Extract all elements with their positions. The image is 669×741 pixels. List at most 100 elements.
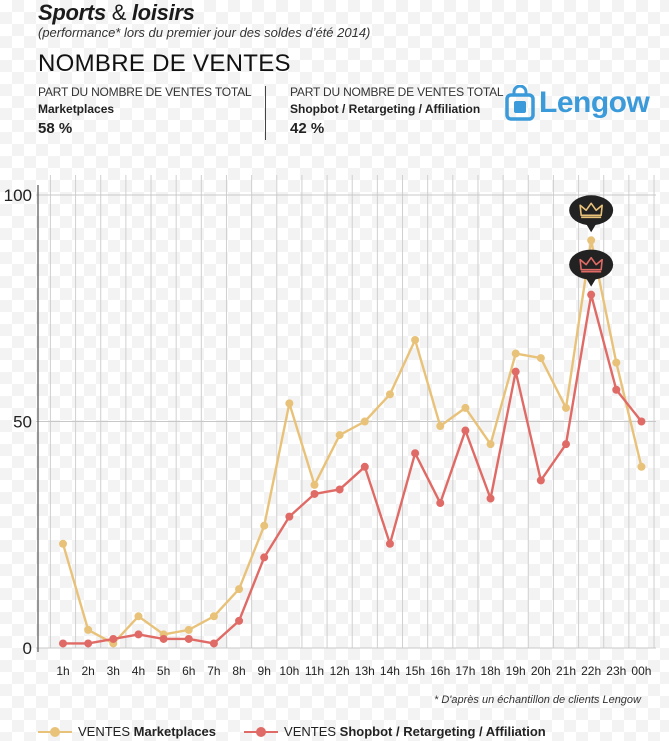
- data-point-0: [486, 440, 495, 449]
- data-point-1: [159, 634, 168, 643]
- data-point-0: [209, 612, 218, 621]
- data-point-0: [461, 403, 470, 412]
- legend-dot-shopbot: [256, 726, 267, 737]
- data-point-1: [109, 634, 118, 643]
- series-line-0: [61, 239, 643, 645]
- x-tick-label: 17h: [455, 664, 475, 678]
- shopping-bag-icon: [505, 85, 535, 121]
- legend-prefix-marketplaces: VENTES: [78, 724, 131, 739]
- subtitle: (performance* lors du premier jour des s…: [38, 25, 371, 40]
- kpi-marketplaces-label: PART DU NOMBRE DE VENTES TOTAL: [38, 85, 252, 99]
- x-tick-label: 1h: [56, 664, 69, 678]
- data-point-1: [511, 367, 520, 376]
- x-tick-label: 2h: [81, 664, 94, 678]
- x-tick-label: 8h: [232, 664, 245, 678]
- data-point-1: [461, 426, 470, 435]
- data-point-1: [235, 616, 244, 625]
- data-point-0: [536, 354, 545, 363]
- data-point-1: [536, 476, 545, 485]
- data-point-0: [612, 358, 621, 367]
- x-tick-label: 4h: [132, 664, 145, 678]
- data-point-1: [285, 512, 294, 521]
- x-tick-label: 9h: [258, 664, 271, 678]
- title-ampersand: &: [111, 0, 127, 25]
- x-tick-label: 12h: [330, 664, 350, 678]
- data-point-0: [285, 399, 294, 408]
- kpi-marketplaces: PART DU NOMBRE DE VENTES TOTAL Marketpla…: [38, 84, 252, 137]
- data-point-1: [310, 489, 319, 498]
- kpi-shopbot-category: Shopbot / Retargeting / Affiliation: [290, 102, 481, 116]
- data-point-0: [184, 625, 193, 634]
- title-main: Sports: [38, 0, 106, 25]
- data-point-1: [612, 385, 621, 394]
- data-point-1: [209, 639, 218, 648]
- x-tick-label: 16h: [430, 664, 450, 678]
- series-line-1: [63, 293, 643, 645]
- data-point-0: [360, 417, 369, 426]
- section-title: NOMBRE DE VENTES: [38, 50, 291, 77]
- data-point-0: [260, 521, 269, 530]
- title-rest: loisirs: [131, 0, 195, 25]
- kpi-shopbot-value: 42 %: [290, 120, 325, 137]
- sales-line-chart: 0 50 100 1h 2h 3h 4h 5h 6h 7h 8h 9h 10h 11h 12h 13h 14h 1…: [4, 175, 656, 678]
- legend-dot-marketplaces: [50, 726, 60, 737]
- y-tick-label: 0: [23, 639, 32, 658]
- data-point-0: [411, 335, 420, 344]
- data-point-1: [587, 290, 596, 299]
- crown-icon: [579, 202, 603, 217]
- x-tick-label: 11h: [305, 664, 324, 678]
- data-point-0: [134, 612, 143, 621]
- data-point-1: [335, 485, 344, 494]
- x-tick-label: 6h: [182, 664, 195, 678]
- legend-item-shopbot: VENTES Shopbot / Retargeting / Affiliati…: [244, 724, 546, 739]
- data-point-1: [84, 639, 93, 648]
- footnote: * D'après un échantillon de clients Leng…: [434, 694, 641, 706]
- data-point-0: [385, 390, 394, 399]
- crown-badge: [569, 249, 614, 280]
- data-point-1: [260, 553, 269, 562]
- data-point-0: [562, 403, 570, 412]
- data-point-0: [587, 236, 596, 245]
- data-point-1: [360, 462, 369, 471]
- legend-swatch-shopbot: [244, 726, 279, 737]
- data-point-1: [385, 539, 394, 548]
- legend-name-shopbot: Shopbot / Retargeting / Affiliation: [339, 724, 546, 739]
- y-tick-label: 100: [4, 186, 32, 205]
- y-tick-label: 50: [13, 413, 32, 432]
- legend-name-marketplaces: Marketplaces: [133, 724, 217, 739]
- data-point-0: [637, 462, 646, 471]
- data-point-1: [436, 499, 445, 508]
- kpi-marketplaces-category: Marketplaces: [38, 102, 115, 116]
- x-tick-label: 19h: [506, 664, 526, 678]
- x-tick-label: 21h: [556, 664, 576, 678]
- legend-item-marketplaces: VENTES Marketplaces: [38, 724, 216, 739]
- lengow-logo: Lengow: [505, 85, 650, 121]
- data-point-0: [235, 585, 244, 594]
- data-point-1: [59, 639, 67, 648]
- crown-badge: [569, 195, 614, 226]
- data-point-0: [436, 422, 445, 431]
- x-tick-label: 7h: [207, 664, 220, 678]
- data-point-1: [184, 634, 193, 643]
- data-point-1: [562, 440, 570, 449]
- data-point-0: [84, 625, 93, 634]
- x-tick-label: 13h: [355, 664, 375, 678]
- x-tick-label: 5h: [157, 664, 170, 678]
- x-tick-label: 10h: [279, 664, 299, 678]
- x-tick-label: 20h: [531, 664, 551, 678]
- crown-icon: [579, 256, 603, 271]
- x-tick-label: 22h: [581, 664, 601, 678]
- page-title: Sports & loisirs: [38, 0, 195, 26]
- data-point-0: [59, 539, 67, 548]
- kpi-divider: [265, 86, 266, 140]
- x-tick-label: 00h: [631, 664, 651, 678]
- data-point-0: [511, 349, 520, 358]
- x-tick-label: 15h: [405, 664, 425, 678]
- kpi-shopbot-label: PART DU NOMBRE DE VENTES TOTAL: [290, 85, 504, 99]
- chart-legend: VENTES Marketplaces VENTES Shopbot / Ret…: [38, 724, 574, 739]
- data-point-0: [335, 431, 344, 440]
- legend-swatch-marketplaces: [38, 726, 72, 737]
- x-tick-label: 18h: [481, 664, 501, 678]
- kpi-shopbot: PART DU NOMBRE DE VENTES TOTAL Shopbot /…: [290, 84, 504, 137]
- logo-text: Lengow: [539, 86, 650, 119]
